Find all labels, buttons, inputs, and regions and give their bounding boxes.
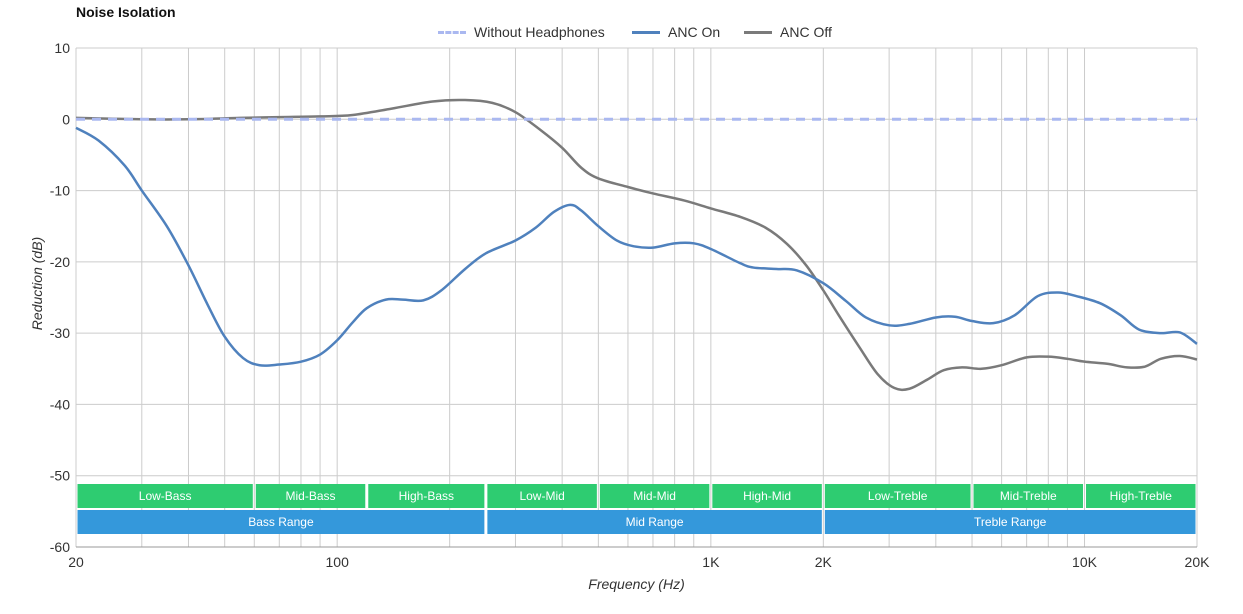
- band-label: Mid-Mid: [633, 489, 676, 503]
- legend-swatch-gray: [744, 30, 772, 34]
- x-tick-label: 10K: [1072, 554, 1098, 570]
- y-tick-label: 0: [62, 111, 70, 127]
- x-tick-label: 100: [326, 554, 350, 570]
- series-anc-on: [75, 126, 1198, 367]
- frequency-bands: Low-Bass Mid-Bass High-Bass Low-Mid Mid-Mid H…: [77, 484, 1196, 534]
- y-tick-label: -30: [50, 325, 70, 341]
- y-tick-label: 10: [54, 40, 70, 56]
- band-low-bass: [77, 484, 253, 508]
- x-tick-label: 2K: [815, 554, 833, 570]
- x-tick-label: 20K: [1185, 554, 1211, 570]
- band-treble-range: [824, 510, 1196, 534]
- band-bass-range: [77, 510, 485, 534]
- x-tick-label: 20: [68, 554, 84, 570]
- band-label: High-Treble: [1110, 489, 1173, 503]
- y-tick-label: -10: [50, 183, 70, 199]
- band-label: Low-Treble: [868, 489, 928, 503]
- legend-swatch-dashed: [438, 30, 466, 34]
- band-label: Mid-Treble: [1000, 489, 1057, 503]
- band-label: Bass Range: [248, 515, 314, 529]
- y-tick-label: -20: [50, 254, 70, 270]
- band-label: Low-Mid: [519, 489, 564, 503]
- band-high-treble: [1086, 484, 1196, 508]
- legend-swatch-blue: [632, 30, 660, 34]
- legend-label: ANC Off: [780, 24, 832, 40]
- series-anc-off: [75, 98, 1198, 392]
- series-lines: [75, 98, 1198, 392]
- y-axis-title: Reduction (dB): [29, 237, 45, 330]
- band-mid-range: [487, 510, 822, 534]
- band-label: Mid-Bass: [286, 489, 336, 503]
- band-low-mid: [487, 484, 597, 508]
- band-high-bass: [368, 484, 485, 508]
- x-axis-title: Frequency (Hz): [588, 576, 684, 592]
- y-tick-label: -50: [50, 468, 70, 484]
- legend-item-anc-on[interactable]: ANC On: [632, 24, 720, 40]
- grid-lines: [75, 47, 1198, 548]
- chart-title: Noise Isolation: [76, 4, 176, 20]
- band-mid-treble: [973, 484, 1084, 508]
- legend-item-without-headphones[interactable]: Without Headphones: [438, 24, 605, 40]
- band-mid-bass: [255, 484, 366, 508]
- legend: Without Headphones ANC On ANC Off: [0, 24, 1243, 44]
- legend-label: Without Headphones: [474, 24, 605, 40]
- band-label: Treble Range: [974, 515, 1047, 529]
- band-high-mid: [712, 484, 822, 508]
- band-mid-mid: [599, 484, 710, 508]
- band-label: High-Bass: [399, 489, 454, 503]
- x-tick-label: 1K: [702, 554, 720, 570]
- legend-item-anc-off[interactable]: ANC Off: [744, 24, 832, 40]
- band-low-treble: [824, 484, 971, 508]
- y-tick-label: -60: [50, 539, 70, 555]
- legend-label: ANC On: [668, 24, 721, 40]
- band-label: Mid Range: [626, 515, 684, 529]
- y-tick-label: -40: [50, 396, 70, 412]
- band-label: High-Mid: [743, 489, 791, 503]
- band-label: Low-Bass: [139, 489, 192, 503]
